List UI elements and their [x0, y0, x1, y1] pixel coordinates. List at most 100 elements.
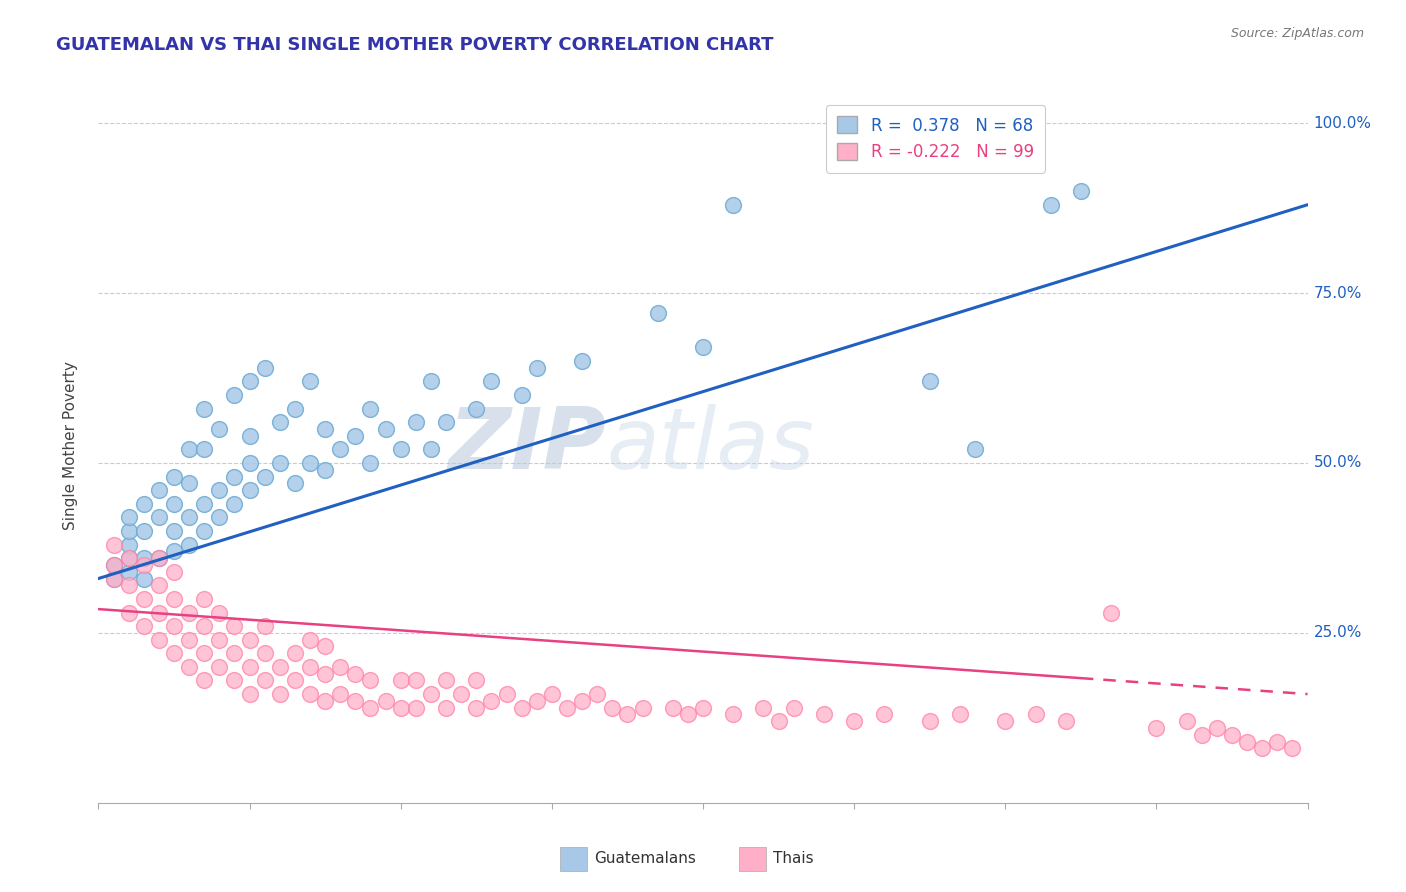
Point	[481, 375, 503, 389]
Point	[193, 401, 215, 416]
Point	[239, 687, 262, 701]
Point	[465, 700, 488, 714]
Point	[526, 694, 548, 708]
Point	[239, 483, 262, 498]
Point	[495, 687, 517, 701]
Point	[1054, 714, 1077, 729]
Point	[179, 442, 201, 457]
Point	[1175, 714, 1198, 729]
Point	[299, 375, 322, 389]
Point	[314, 463, 336, 477]
Y-axis label: Single Mother Poverty: Single Mother Poverty	[63, 361, 77, 531]
Point	[103, 572, 125, 586]
Point	[299, 687, 322, 701]
Point	[132, 524, 155, 538]
Text: 25.0%: 25.0%	[1313, 625, 1362, 640]
Point	[450, 687, 472, 701]
Point	[918, 375, 941, 389]
Point	[510, 700, 533, 714]
Point	[389, 442, 412, 457]
Point	[193, 673, 215, 688]
Point	[1039, 198, 1062, 212]
Point	[239, 660, 262, 674]
Point	[253, 469, 276, 483]
Point	[118, 565, 141, 579]
Point	[193, 591, 215, 606]
Point	[571, 694, 593, 708]
Text: ZIP: ZIP	[449, 404, 606, 488]
Point	[389, 700, 412, 714]
Point	[389, 673, 412, 688]
Point	[193, 646, 215, 660]
Point	[148, 483, 170, 498]
Point	[148, 510, 170, 524]
Legend: R =  0.378   N = 68, R = -0.222   N = 99: R = 0.378 N = 68, R = -0.222 N = 99	[825, 104, 1045, 173]
Point	[374, 422, 396, 436]
Point	[1191, 728, 1213, 742]
Point	[284, 673, 307, 688]
Point	[179, 632, 201, 647]
Point	[526, 360, 548, 375]
Point	[163, 524, 186, 538]
Point	[420, 442, 443, 457]
Point	[163, 591, 186, 606]
Point	[132, 572, 155, 586]
Point	[239, 429, 262, 443]
Point	[813, 707, 835, 722]
Point	[465, 673, 488, 688]
Point	[224, 646, 246, 660]
Point	[193, 497, 215, 511]
Point	[239, 375, 262, 389]
Point	[344, 429, 367, 443]
Point	[132, 591, 155, 606]
Point	[360, 456, 382, 470]
Point	[918, 714, 941, 729]
Point	[434, 700, 457, 714]
Point	[239, 456, 262, 470]
Point	[314, 666, 336, 681]
Point	[253, 619, 276, 633]
Point	[873, 707, 896, 722]
Point	[208, 660, 231, 674]
Point	[208, 606, 231, 620]
Point	[163, 565, 186, 579]
Text: 75.0%: 75.0%	[1313, 285, 1362, 301]
Point	[163, 646, 186, 660]
Point	[132, 497, 155, 511]
Text: 100.0%: 100.0%	[1313, 116, 1372, 131]
Point	[269, 687, 291, 701]
Point	[118, 606, 141, 620]
Point	[269, 456, 291, 470]
Point	[103, 572, 125, 586]
Point	[132, 551, 155, 566]
Point	[405, 415, 427, 429]
Point	[224, 673, 246, 688]
Point	[1024, 707, 1046, 722]
Point	[434, 415, 457, 429]
Text: Thais: Thais	[773, 851, 814, 866]
Point	[405, 673, 427, 688]
Point	[1070, 184, 1092, 198]
Point	[179, 660, 201, 674]
Point	[163, 619, 186, 633]
Point	[783, 700, 806, 714]
Text: Guatemalans: Guatemalans	[595, 851, 696, 866]
Point	[329, 442, 352, 457]
Point	[465, 401, 488, 416]
Point	[163, 544, 186, 558]
Point	[510, 388, 533, 402]
Point	[360, 700, 382, 714]
Point	[420, 687, 443, 701]
Point	[360, 673, 382, 688]
Point	[723, 707, 745, 722]
Point	[314, 640, 336, 654]
Point	[329, 660, 352, 674]
Point	[1144, 721, 1167, 735]
Point	[118, 578, 141, 592]
Point	[163, 469, 186, 483]
Point	[103, 558, 125, 572]
Point	[148, 551, 170, 566]
Point	[647, 306, 669, 320]
Point	[103, 537, 125, 551]
Point	[224, 469, 246, 483]
